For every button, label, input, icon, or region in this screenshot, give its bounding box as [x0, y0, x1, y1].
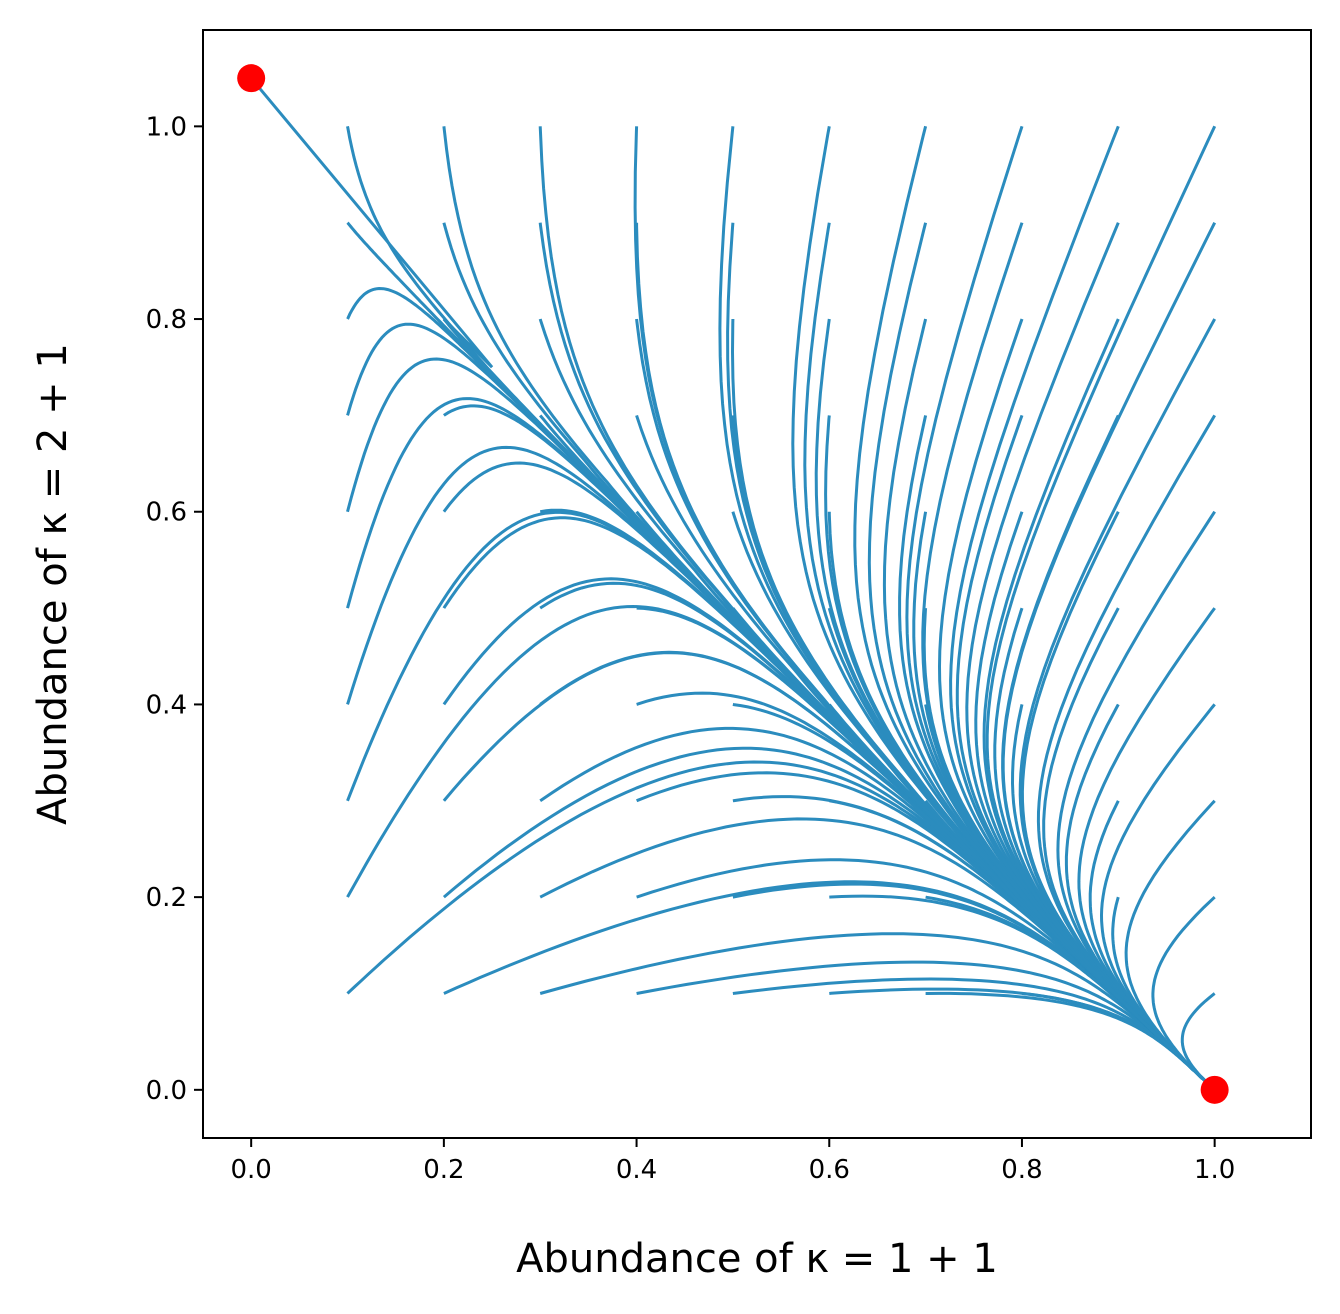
x-tick-label: 1.0: [1194, 1155, 1235, 1185]
y-axis-label: Abundance of κ = 2 + 1: [30, 343, 76, 825]
trajectory-line: [250, 77, 494, 369]
x-tick-label: 0.2: [423, 1155, 464, 1185]
equilibrium-point: [237, 64, 266, 93]
x-tick-label: 0.0: [230, 1155, 271, 1185]
y-tick-label: 1.0: [146, 112, 187, 142]
y-tick-label: 0.2: [146, 883, 187, 913]
equilibrium-point: [1200, 1075, 1229, 1104]
y-tick-label: 0.0: [146, 1076, 187, 1106]
plot-frame: [202, 29, 1312, 1139]
x-axis-ticks: 0.0 0.2 0.4 0.6 0.8 1.0: [230, 1138, 1235, 1185]
x-axis-label: Abundance of κ = 1 + 1: [516, 1236, 998, 1282]
x-tick-label: 0.8: [1001, 1155, 1042, 1185]
x-tick-label: 0.6: [809, 1155, 850, 1185]
y-tick-label: 0.8: [146, 305, 187, 335]
equilibrium-markers: [237, 64, 1229, 1104]
x-tick-label: 0.4: [616, 1155, 657, 1185]
y-tick-label: 0.4: [146, 690, 187, 720]
y-tick-label: 0.6: [146, 498, 187, 528]
y-axis-ticks: 0.0 0.2 0.4 0.6 0.8 1.0: [146, 112, 203, 1106]
